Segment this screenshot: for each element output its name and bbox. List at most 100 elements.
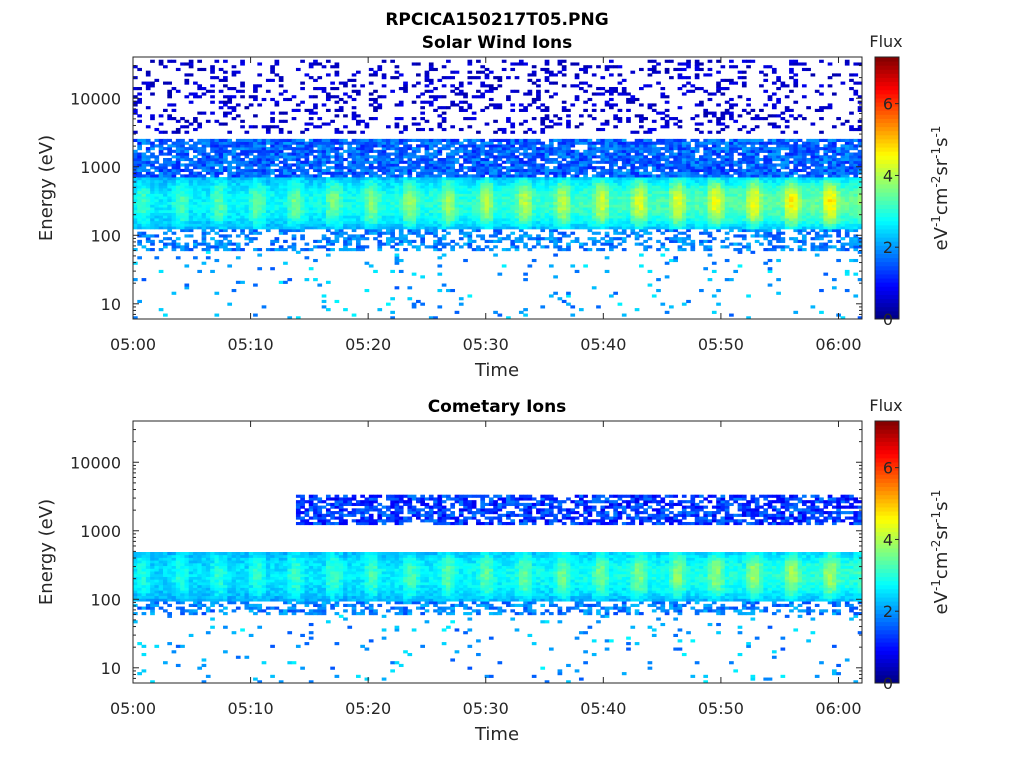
spectrogram-cell <box>265 207 271 211</box>
spectrogram-cell <box>403 168 408 173</box>
spectrogram-cell <box>334 204 340 208</box>
spectrogram-cell <box>574 239 580 243</box>
spectrogram-cell <box>188 138 194 143</box>
spectrogram-cell <box>304 179 310 183</box>
spectrogram-cell <box>514 179 520 183</box>
spectrogram-cell <box>416 157 421 162</box>
spectrogram-cell <box>514 212 520 216</box>
spectrogram-cell <box>458 174 464 178</box>
spectrogram-cell <box>171 141 177 145</box>
spectrogram-cell <box>394 166 400 170</box>
spectrogram-cell <box>351 313 357 317</box>
spectrogram-cell <box>583 190 588 194</box>
spectrogram-cell <box>235 234 241 238</box>
spectrogram-cell <box>261 190 267 194</box>
spectrogram-cell <box>531 155 537 159</box>
spectrogram-cell <box>287 155 293 159</box>
spectrogram-cell <box>424 171 430 175</box>
spectrogram-cell <box>257 248 263 252</box>
spectrogram-cell <box>360 234 365 238</box>
spectrogram-cell <box>416 179 421 183</box>
spectrogram-cell <box>454 141 460 145</box>
spectrogram-cell <box>506 95 511 99</box>
spectrogram-cell <box>150 84 155 88</box>
spectrogram-cell <box>343 239 348 243</box>
spectrogram-cell <box>416 147 421 151</box>
spectrogram-cell <box>441 188 447 192</box>
spectrogram-cell <box>527 188 533 192</box>
spectrogram-cell <box>386 201 391 205</box>
spectrogram-cell <box>227 149 233 153</box>
spectrogram-cell <box>608 201 614 205</box>
spectrogram-cell <box>210 215 215 219</box>
spectrogram-cell <box>561 209 567 213</box>
spectrogram-cell <box>583 182 588 186</box>
spectrogram-cell <box>390 185 395 189</box>
spectrogram-cell <box>458 302 464 306</box>
spectrogram-cell <box>416 228 421 233</box>
spectrogram-cell <box>330 166 335 170</box>
spectrogram-cell <box>373 149 378 153</box>
spectrogram-cell <box>411 177 417 181</box>
spectrogram-cell <box>463 108 468 112</box>
spectrogram-cell <box>626 149 631 153</box>
spectrogram-cell <box>373 106 378 110</box>
spectrogram-cell <box>428 89 434 93</box>
spectrogram-cell <box>154 182 160 186</box>
spectrogram-cell <box>510 103 516 107</box>
spectrogram-cell <box>304 163 310 167</box>
spectrogram-cell <box>145 70 151 74</box>
spectrogram-cell <box>325 141 331 145</box>
spectrogram-cell <box>373 144 378 148</box>
spectrogram-cell <box>343 92 348 96</box>
spectrogram-cell <box>514 138 520 143</box>
spectrogram-cell <box>235 188 241 192</box>
spectrogram-cell <box>578 226 584 230</box>
spectrogram-cell <box>433 215 438 219</box>
spectrogram-cell <box>480 201 486 205</box>
spectrogram-cell <box>184 264 190 268</box>
spectrogram-cell <box>180 188 185 192</box>
spectrogram-cell <box>244 174 250 178</box>
spectrogram-cell <box>377 201 383 205</box>
spectrogram-cell <box>613 147 618 151</box>
spectrogram-cell <box>398 220 404 224</box>
spectrogram-cell <box>484 190 490 194</box>
spectrogram-cell <box>214 209 220 213</box>
spectrogram-cell <box>308 207 314 211</box>
spectrogram-cell <box>394 168 400 173</box>
spectrogram-cell <box>416 231 421 235</box>
spectrogram-cell <box>321 218 327 222</box>
spectrogram-cell <box>540 182 546 186</box>
spectrogram-cell <box>403 218 408 222</box>
spectrogram-cell <box>433 212 438 216</box>
spectrogram-cell <box>184 73 190 77</box>
spectrogram-cell <box>506 76 511 80</box>
spectrogram-cell <box>360 179 365 183</box>
spectrogram-cell <box>270 267 275 271</box>
spectrogram-cell <box>231 106 237 110</box>
spectrogram-cell <box>330 207 335 211</box>
spectrogram-cell <box>368 155 374 159</box>
spectrogram-cell <box>193 245 198 249</box>
spectrogram-cell <box>548 168 554 173</box>
spectrogram-cell <box>420 204 425 208</box>
spectrogram-cell <box>416 188 421 192</box>
spectrogram-cell <box>613 144 618 148</box>
spectrogram-cell <box>355 144 361 148</box>
spectrogram-cell <box>403 220 408 224</box>
spectrogram-cell <box>596 218 601 222</box>
spectrogram-cell <box>454 193 460 197</box>
spectrogram-cell <box>223 237 228 241</box>
spectrogram-cell <box>506 196 511 200</box>
spectrogram-cell <box>343 157 348 162</box>
spectrogram-cell <box>377 141 383 145</box>
spectrogram-cell <box>441 193 447 197</box>
spectrogram-cell <box>424 168 430 173</box>
spectrogram-cell <box>540 223 546 227</box>
spectrogram-cell <box>557 209 563 213</box>
spectrogram-cell <box>596 215 601 219</box>
spectrogram-cell <box>175 160 181 164</box>
spectrogram-cell <box>540 152 546 156</box>
spectrogram-cell <box>167 223 172 227</box>
